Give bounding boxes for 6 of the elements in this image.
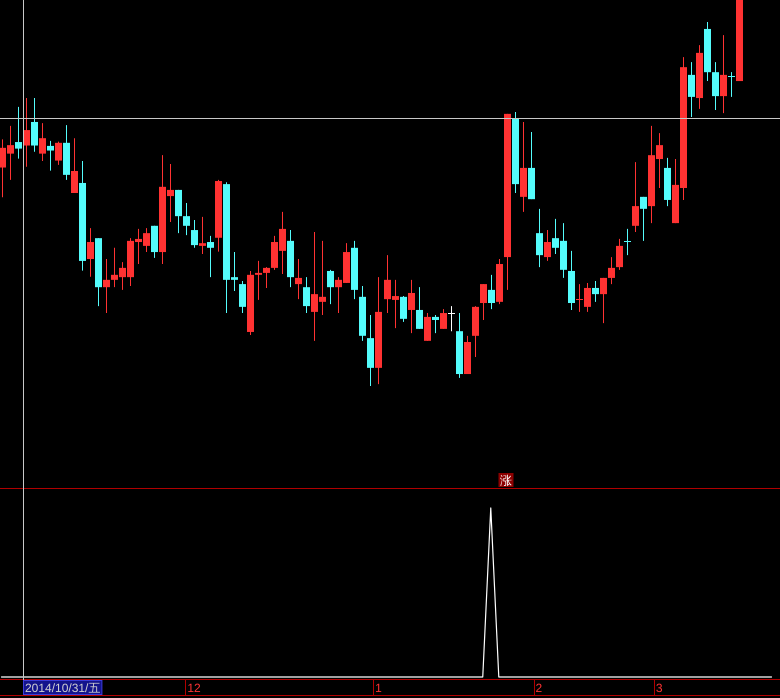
annotation: 2014/10/31/五 xyxy=(23,680,102,695)
x-tick-label: 3 xyxy=(656,681,663,695)
x-tick-label: 12 xyxy=(187,681,201,695)
x-tick-label: 1 xyxy=(375,681,382,695)
x-tick-label: 2 xyxy=(536,681,542,695)
annotation: 涨 xyxy=(498,473,514,488)
